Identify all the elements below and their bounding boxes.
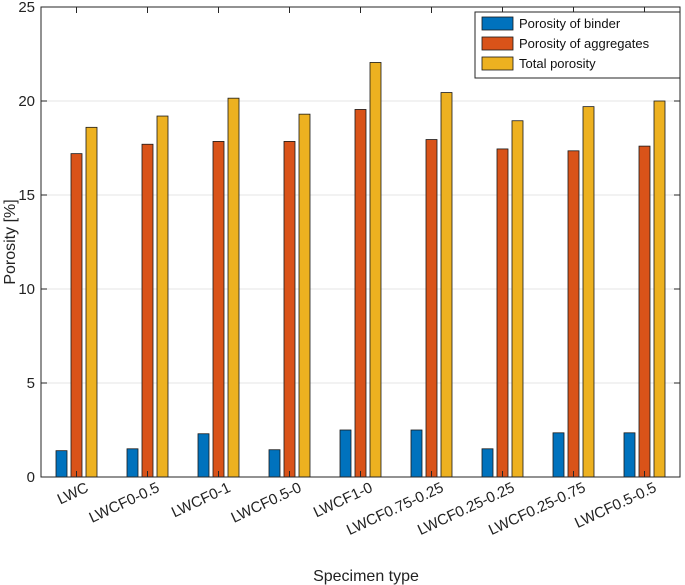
bar-1-LWCF0-1 [197, 433, 210, 478]
bar-3-LWCF1-0 [369, 62, 382, 478]
bar-1-LWCF0-0.5 [126, 448, 139, 478]
bar-3-LWCF0-0.5 [156, 115, 169, 478]
bar-3-LWCF0.75-0.25 [440, 92, 453, 478]
legend-label-2: Porosity of aggregates [519, 36, 650, 51]
y-tick-label-4: 20 [18, 93, 35, 110]
bar-1-LWCF0.5-0 [268, 449, 281, 478]
y-tick-label-1: 5 [27, 375, 35, 392]
y-tick-label-3: 15 [18, 187, 35, 204]
bar-2-LWCF0.5-0 [283, 141, 296, 478]
y-tick-label-0: 0 [27, 469, 35, 486]
legend-swatch-2 [481, 36, 514, 51]
bar-2-LWCF0.5-0.5 [638, 145, 651, 478]
bar-2-LWC [70, 153, 83, 478]
bar-3-LWCF0-1 [227, 97, 240, 478]
legend: Porosity of binder Porosity of aggregates… [474, 11, 681, 79]
bars [55, 62, 666, 478]
bar-3-LWCF0.5-0.5 [653, 100, 666, 478]
bar-2-LWCF0.25-0.25 [496, 148, 509, 478]
legend-swatch-3 [481, 56, 514, 71]
bar-2-LWCF0.75-0.25 [425, 139, 438, 478]
y-axis-ticks: 0 5 10 15 20 25 [18, 0, 680, 486]
y-tick-label-5: 25 [18, 0, 35, 16]
bar-2-LWCF1-0 [354, 109, 367, 478]
bar-1-LWCF0.25-0.25 [481, 448, 494, 478]
bar-3-LWCF0.5-0 [298, 113, 311, 478]
x-axis-label: Specimen type [313, 568, 419, 585]
bar-1-LWC [55, 450, 68, 478]
bar-2-LWCF0.25-0.75 [567, 150, 580, 478]
bar-3-LWC [85, 126, 98, 478]
bar-1-LWCF0.75-0.25 [410, 429, 423, 478]
y-axis-label: Porosity [%] [2, 199, 19, 284]
bar-3-LWCF0.25-0.25 [511, 120, 524, 478]
bar-1-LWCF1-0 [339, 429, 352, 478]
bar-2-LWCF0-0.5 [141, 143, 154, 478]
legend-swatch-1 [481, 16, 514, 31]
bar-1-LWCF0.5-0.5 [623, 432, 636, 478]
bar-1-LWCF0.25-0.75 [552, 432, 565, 478]
bar-3-LWCF0.25-0.75 [582, 106, 595, 478]
y-tick-label-2: 10 [18, 281, 35, 298]
legend-label-3: Total porosity [519, 56, 596, 71]
legend-label-1: Porosity of binder [519, 16, 621, 31]
bar-2-LWCF0-1 [212, 141, 225, 478]
